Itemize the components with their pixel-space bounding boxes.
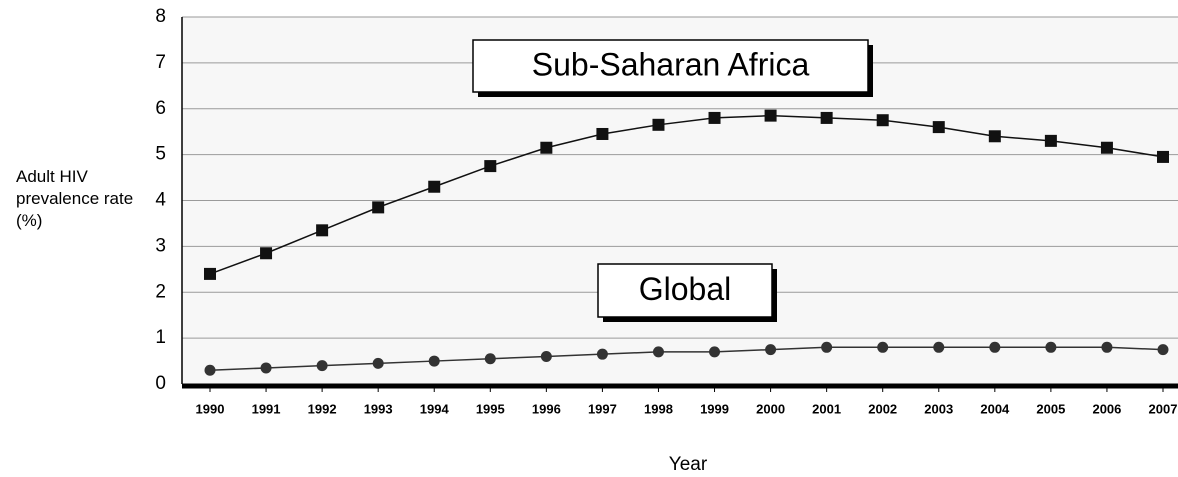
data-point <box>1100 141 1113 154</box>
data-point <box>540 350 552 362</box>
x-tick-label: 2002 <box>868 401 897 416</box>
series-line <box>209 114 1164 275</box>
data-point <box>428 180 441 193</box>
data-point <box>484 353 496 365</box>
data-point <box>1157 150 1169 163</box>
data-point <box>596 348 608 360</box>
data-point <box>316 224 329 237</box>
data-point <box>596 127 609 140</box>
y-tick-label: 5 <box>155 144 166 165</box>
x-tick-label: 1990 <box>196 401 225 416</box>
data-point <box>1045 341 1057 353</box>
y-tick-label: 3 <box>155 235 166 256</box>
data-point <box>988 130 1001 143</box>
data-point <box>764 109 777 122</box>
x-tick-label: 1998 <box>644 401 673 416</box>
data-point <box>877 341 889 353</box>
data-point <box>933 341 945 353</box>
series-label: Sub-Saharan Africa <box>532 46 810 82</box>
data-point <box>708 111 721 124</box>
x-tick-label: 1999 <box>700 401 729 416</box>
series-label: Global <box>639 271 732 307</box>
x-tick-label: 2001 <box>812 401 841 416</box>
x-axis-label: Year <box>669 454 708 475</box>
data-point <box>709 346 721 358</box>
y-tick-label: 8 <box>155 6 166 27</box>
y-tick-label: 7 <box>155 52 166 73</box>
data-point <box>989 341 1001 353</box>
label-box <box>597 263 773 318</box>
data-point <box>204 267 216 280</box>
data-point <box>1101 341 1113 353</box>
label-box <box>472 39 869 93</box>
y-tick-label: 0 <box>155 373 166 394</box>
series-line <box>209 346 1164 371</box>
x-tick-label: 1995 <box>476 401 505 416</box>
data-point <box>765 344 777 356</box>
data-point <box>428 355 440 367</box>
data-point <box>820 111 833 124</box>
data-point <box>316 360 328 372</box>
y-tick-label: 2 <box>155 281 166 302</box>
y-tick-label: 4 <box>155 190 166 211</box>
x-tick-label: 2000 <box>756 401 785 416</box>
data-point <box>821 341 833 353</box>
data-point <box>876 114 889 127</box>
x-tick-label: 1997 <box>588 401 617 416</box>
x-tick-label: 1996 <box>532 401 561 416</box>
x-tick-label: 2007 <box>1149 401 1178 416</box>
data-point <box>652 346 664 358</box>
data-point <box>1044 134 1057 147</box>
y-axis-label: Adult HIV prevalence rate (%) <box>16 167 134 230</box>
data-point <box>372 201 385 214</box>
x-tick-label: 2005 <box>1036 401 1065 416</box>
data-point <box>204 364 216 376</box>
data-point <box>372 357 384 369</box>
x-tick-label: 1991 <box>252 401 281 416</box>
data-point <box>540 141 553 154</box>
x-tick-label: 2003 <box>924 401 953 416</box>
y-tick-label: 1 <box>155 327 166 348</box>
x-tick-label: 2006 <box>1092 401 1121 416</box>
data-point <box>1157 344 1169 356</box>
data-point <box>652 118 665 131</box>
x-tick-label: 2004 <box>980 401 1010 416</box>
data-point <box>484 160 497 173</box>
x-tick-label: 1993 <box>364 401 393 416</box>
x-tick-label: 1992 <box>308 401 337 416</box>
data-point <box>260 362 272 374</box>
data-point <box>932 121 945 134</box>
data-point <box>260 247 273 260</box>
y-tick-label: 6 <box>155 98 166 119</box>
x-tick-label: 1994 <box>420 401 450 416</box>
